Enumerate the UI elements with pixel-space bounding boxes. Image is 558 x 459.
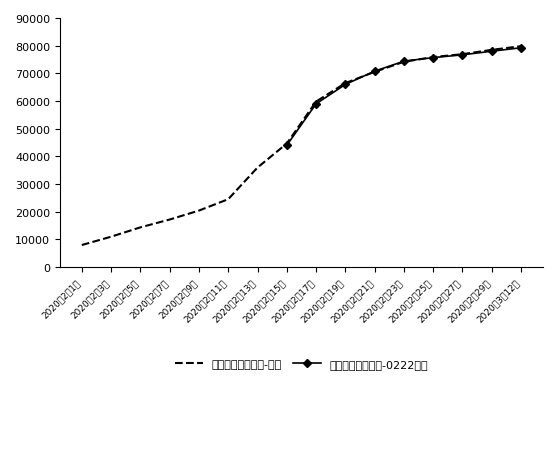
全国累计确诊人数-0222预测 <box>459 53 466 58</box>
全国累计确诊人数-0222预测 <box>283 143 290 149</box>
全国累计确诊人数-真实 <box>518 45 525 50</box>
全国累计确诊人数-0222预测 <box>312 102 319 107</box>
全国累计确诊人数-真实 <box>283 141 290 147</box>
全国累计确诊人数-0222预测 <box>518 46 525 51</box>
Legend: 全国累计确诊人数-真实, 全国累计确诊人数-0222预测: 全国累计确诊人数-真实, 全国累计确诊人数-0222预测 <box>170 355 432 374</box>
全国累计确诊人数-真实 <box>166 217 173 223</box>
全国累计确诊人数-0222预测 <box>488 50 495 55</box>
全国累计确诊人数-真实 <box>342 81 349 87</box>
全国累计确诊人数-真实 <box>79 243 85 248</box>
全国累计确诊人数-真实 <box>430 55 436 61</box>
全国累计确诊人数-真实 <box>401 60 407 65</box>
全国累计确诊人数-0222预测 <box>342 83 349 88</box>
全国累计确诊人数-真实 <box>254 165 261 171</box>
Line: 全国累计确诊人数-0222预测: 全国累计确诊人数-0222预测 <box>284 46 524 149</box>
全国累计确诊人数-真实 <box>108 235 114 240</box>
全国累计确诊人数-真实 <box>488 48 495 54</box>
全国累计确诊人数-真实 <box>459 52 466 58</box>
全国累计确诊人数-真实 <box>371 70 378 75</box>
全国累计确诊人数-0222预测 <box>401 59 407 65</box>
全国累计确诊人数-真实 <box>312 100 319 105</box>
全国累计确诊人数-真实 <box>196 208 203 214</box>
全国累计确诊人数-0222预测 <box>430 56 436 61</box>
全国累计确诊人数-真实 <box>225 197 232 202</box>
全国累计确诊人数-真实 <box>137 225 144 230</box>
Line: 全国累计确诊人数-真实: 全国累计确诊人数-真实 <box>82 47 521 246</box>
全国累计确诊人数-0222预测 <box>371 69 378 75</box>
